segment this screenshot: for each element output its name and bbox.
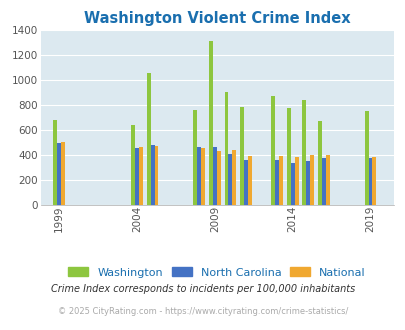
Bar xyxy=(131,125,135,205)
Bar xyxy=(286,108,290,205)
Bar xyxy=(224,92,228,205)
Bar xyxy=(321,158,325,205)
Bar xyxy=(305,161,309,205)
Bar xyxy=(150,145,154,205)
Bar xyxy=(147,73,150,205)
Bar xyxy=(290,163,294,205)
Bar xyxy=(193,110,197,205)
Bar xyxy=(209,41,212,205)
Bar xyxy=(135,148,139,205)
Bar xyxy=(309,155,313,205)
Bar xyxy=(61,142,65,205)
Bar xyxy=(271,96,275,205)
Bar xyxy=(371,157,375,205)
Bar xyxy=(232,150,236,205)
Bar xyxy=(53,120,57,205)
Text: © 2025 CityRating.com - https://www.cityrating.com/crime-statistics/: © 2025 CityRating.com - https://www.city… xyxy=(58,307,347,316)
Legend: Washington, North Carolina, National: Washington, North Carolina, National xyxy=(64,263,369,282)
Bar xyxy=(240,107,243,205)
Bar xyxy=(154,146,158,205)
Bar xyxy=(368,158,371,205)
Bar xyxy=(57,143,61,205)
Bar xyxy=(197,147,201,205)
Bar xyxy=(294,157,298,205)
Bar xyxy=(243,160,247,205)
Bar xyxy=(139,147,143,205)
Bar xyxy=(278,156,282,205)
Bar xyxy=(212,147,216,205)
Bar xyxy=(325,155,329,205)
Bar xyxy=(302,100,305,205)
Bar xyxy=(228,154,232,205)
Text: Crime Index corresponds to incidents per 100,000 inhabitants: Crime Index corresponds to incidents per… xyxy=(51,284,354,294)
Bar xyxy=(317,121,321,205)
Bar xyxy=(201,148,205,205)
Bar xyxy=(216,151,220,205)
Bar xyxy=(247,156,251,205)
Bar xyxy=(364,111,368,205)
Bar xyxy=(275,160,278,205)
Title: Washington Violent Crime Index: Washington Violent Crime Index xyxy=(84,11,350,26)
